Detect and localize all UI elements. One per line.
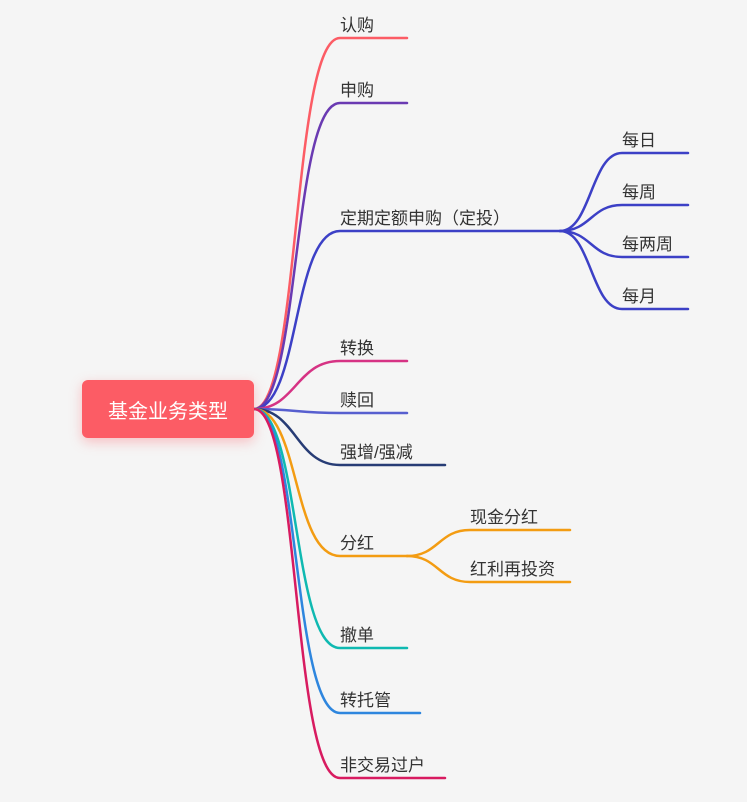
mindmap-edge	[407, 530, 570, 556]
branch-node-b2[interactable]: 定期定额申购（定投）	[340, 210, 510, 227]
root-node[interactable]: 基金业务类型	[82, 380, 254, 438]
branch-node-b7[interactable]: 撤单	[340, 627, 374, 644]
child-node-c3[interactable]: 每月	[622, 288, 656, 305]
root-label: 基金业务类型	[108, 395, 228, 424]
child-node-c2[interactable]: 每两周	[622, 236, 673, 253]
child-node-d1[interactable]: 红利再投资	[470, 561, 555, 578]
branch-node-b3[interactable]: 转换	[340, 340, 374, 357]
branch-node-b0[interactable]: 认购	[340, 17, 374, 34]
branch-node-b8[interactable]: 转托管	[340, 692, 391, 709]
mindmap-edge	[254, 409, 407, 413]
branch-node-b4[interactable]: 赎回	[340, 392, 374, 409]
branch-node-b6[interactable]: 分红	[340, 535, 374, 552]
child-node-c0[interactable]: 每日	[622, 132, 656, 149]
mindmap-canvas: 基金业务类型 认购申购定期定额申购（定投） 每日每周每两周每月转换赎回强增/强减分红…	[0, 0, 747, 802]
branch-node-b9[interactable]: 非交易过户	[340, 757, 425, 774]
child-node-c1[interactable]: 每周	[622, 184, 656, 201]
child-node-d0[interactable]: 现金分红	[470, 509, 538, 526]
mindmap-edge	[254, 409, 407, 556]
branch-node-b1[interactable]: 申购	[340, 82, 374, 99]
branch-node-b5[interactable]: 强增/强减	[340, 444, 413, 461]
